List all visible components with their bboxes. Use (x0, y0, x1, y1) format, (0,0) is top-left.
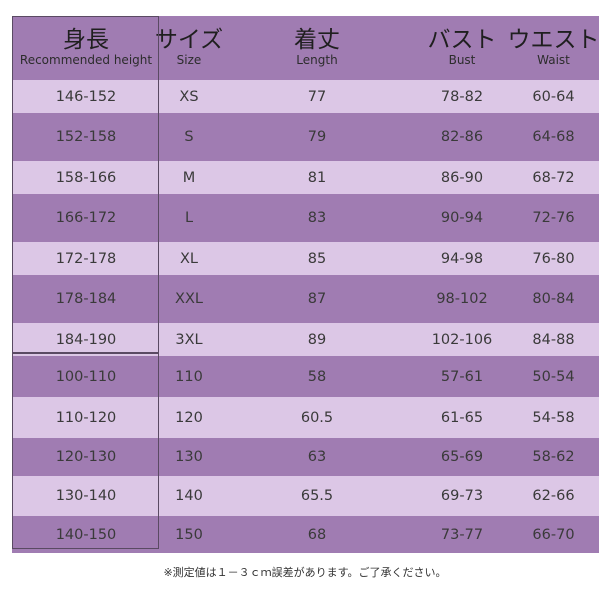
cell-size: 3XL (175, 331, 203, 348)
cell-size: S (184, 129, 194, 145)
table-row: 158-166 M 81 86-90 68-72 (12, 161, 599, 194)
cell-size: XXL (175, 291, 203, 307)
header-height-label: 身長 (63, 27, 109, 53)
cell-waist: 72-76 (532, 210, 575, 226)
cell-waist: 54-58 (532, 409, 575, 426)
cell-height: 130-140 (55, 488, 117, 504)
header-bust-label: バスト (427, 27, 497, 53)
cell-waist: 76-80 (532, 250, 575, 267)
size-chart-table: 身長 Recommended height サイズ Size 着丈 Length… (12, 16, 600, 553)
cell-height: 172-178 (55, 250, 117, 267)
header-height: 身長 Recommended height (12, 16, 160, 80)
cell-length: 79 (307, 129, 327, 145)
cell-waist: 68-72 (532, 169, 575, 186)
cell-height: 140-150 (55, 526, 117, 543)
cell-length: 68 (307, 526, 327, 543)
header-waist-label: ウエスト (507, 27, 600, 53)
cell-size: 140 (175, 488, 203, 504)
cell-waist: 80-84 (532, 291, 575, 307)
header-size-sublabel: Size (176, 53, 202, 67)
cell-waist: 84-88 (532, 331, 575, 348)
header-waist: ウエスト Waist (507, 16, 600, 80)
cell-height: 110-120 (55, 409, 117, 426)
cell-waist: 66-70 (532, 526, 575, 543)
cell-height: 184-190 (55, 331, 117, 348)
header-height-sublabel: Recommended height (19, 53, 153, 67)
cell-size: 150 (175, 526, 203, 543)
table-row: 152-158 S 79 82-86 64-68 (12, 113, 599, 161)
table-header-row: 身長 Recommended height サイズ Size 着丈 Length… (12, 16, 600, 80)
cell-length: 89 (307, 331, 327, 348)
cell-waist: 60-64 (532, 88, 575, 105)
cell-bust: 61-65 (440, 409, 484, 426)
cell-length: 83 (307, 210, 327, 226)
table-row: 100-110 110 58 57-61 50-54 (12, 356, 599, 397)
cell-size: 130 (175, 449, 203, 465)
cell-height: 146-152 (55, 88, 117, 105)
cell-size: 110 (175, 368, 203, 385)
cell-length: 81 (307, 169, 327, 186)
cell-bust: 90-94 (440, 210, 484, 226)
cell-length: 60.5 (300, 409, 334, 426)
cell-bust: 57-61 (440, 368, 484, 385)
cell-bust: 102-106 (431, 331, 493, 348)
cell-waist: 62-66 (532, 488, 575, 504)
header-bust-sublabel: Bust (448, 53, 476, 67)
cell-size: XL (179, 250, 198, 267)
table-row: 178-184 XXL 87 98-102 80-84 (12, 275, 599, 323)
cell-length: 63 (307, 449, 327, 465)
header-waist-sublabel: Waist (537, 53, 570, 67)
header-length-label: 着丈 (294, 27, 340, 53)
cell-length: 85 (307, 250, 327, 267)
cell-bust: 69-73 (440, 488, 484, 504)
cell-size: M (182, 169, 196, 186)
cell-length: 87 (307, 291, 327, 307)
cell-waist: 50-54 (532, 368, 575, 385)
child-height-column-frame (12, 353, 159, 549)
table-row: 172-178 XL 85 94-98 76-80 (12, 242, 599, 275)
cell-length: 77 (307, 88, 327, 105)
table-row: 166-172 L 83 90-94 72-76 (12, 194, 599, 242)
cell-waist: 64-68 (532, 129, 575, 145)
cell-bust: 65-69 (440, 449, 484, 465)
cell-height: 120-130 (55, 449, 117, 465)
cell-height: 178-184 (55, 291, 117, 307)
header-size-label: サイズ (154, 27, 224, 53)
header-size: サイズ Size (155, 16, 223, 80)
table-row: 146-152 XS 77 78-82 60-64 (12, 80, 599, 113)
header-length-sublabel: Length (296, 53, 338, 67)
cell-bust: 82-86 (440, 129, 484, 145)
table-row: 130-140 140 65.5 69-73 62-66 (12, 476, 599, 516)
cell-height: 158-166 (55, 169, 117, 186)
measurement-note: ※測定値は１－３ｃｍ誤差があります。ご了承ください。 (163, 566, 447, 579)
table-row: 110-120 120 60.5 61-65 54-58 (12, 397, 599, 438)
table-row: 184-190 3XL 89 102-106 84-88 (12, 323, 599, 356)
cell-bust: 78-82 (440, 88, 484, 105)
cell-bust: 98-102 (436, 291, 488, 307)
cell-waist: 58-62 (532, 449, 575, 465)
cell-height: 152-158 (55, 129, 117, 145)
cell-height: 100-110 (55, 368, 117, 385)
table-row: 120-130 130 63 65-69 58-62 (12, 438, 599, 476)
cell-size: XS (179, 88, 199, 105)
cell-height: 166-172 (55, 210, 117, 226)
header-bust: バスト Bust (416, 16, 508, 80)
cell-bust: 86-90 (440, 169, 484, 186)
cell-length: 58 (307, 368, 327, 385)
cell-bust: 94-98 (440, 250, 484, 267)
cell-size: 120 (175, 409, 203, 426)
adult-height-column-frame (12, 16, 159, 353)
cell-bust: 73-77 (440, 526, 484, 543)
cell-length: 65.5 (300, 488, 334, 504)
table-row: 140-150 150 68 73-77 66-70 (12, 516, 599, 553)
cell-size: L (184, 210, 194, 226)
header-length: 着丈 Length (218, 16, 416, 80)
